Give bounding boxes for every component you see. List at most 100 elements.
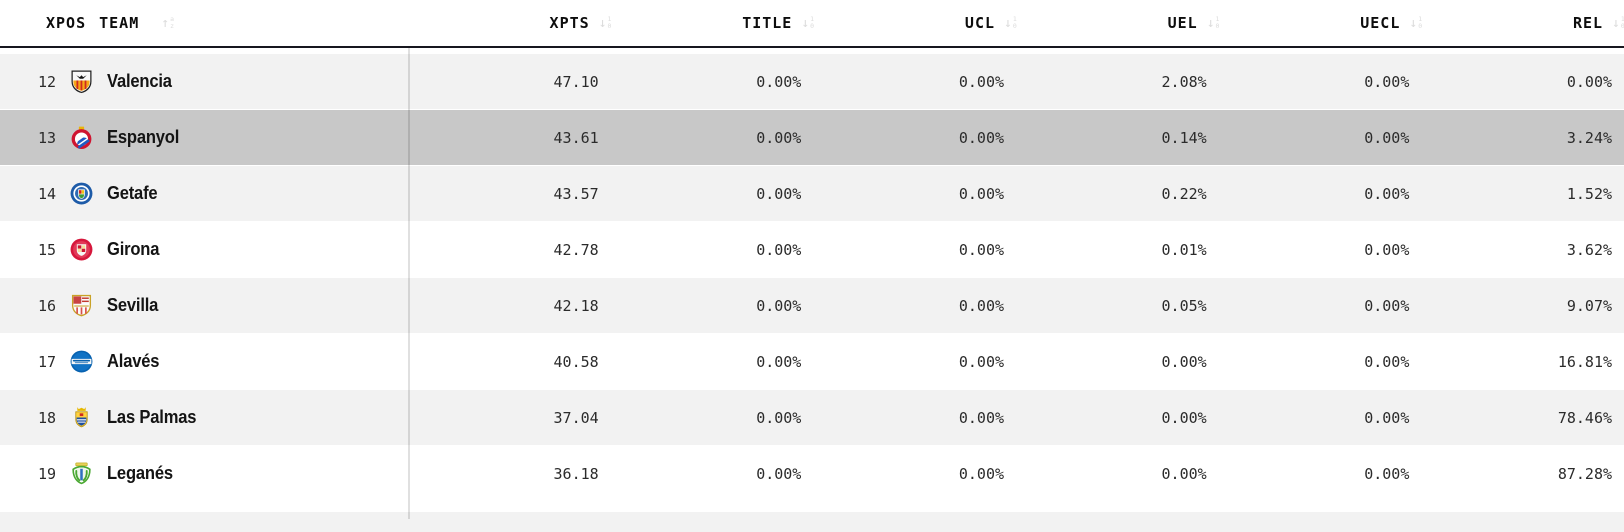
rel-value: 3.62% bbox=[1566, 240, 1613, 259]
team-cell: 15 Girona bbox=[0, 237, 408, 263]
team-name: Getafe bbox=[107, 183, 158, 203]
ucl-value: 0.00% bbox=[958, 408, 1005, 427]
team-name: Alavés bbox=[107, 351, 160, 371]
xpts-value: 42.78 bbox=[553, 240, 599, 259]
team-cell: 19 Leganés bbox=[0, 461, 408, 487]
team-name: Las Palmas bbox=[107, 407, 197, 427]
header-row-gap bbox=[0, 48, 1624, 54]
title-value: 0.00% bbox=[756, 72, 802, 91]
ucl-value: 0.00% bbox=[958, 72, 1005, 91]
uel-value: 0.05% bbox=[1161, 296, 1207, 315]
title-value: 0.00% bbox=[756, 240, 802, 259]
rel-value: 16.81% bbox=[1557, 352, 1613, 371]
uecl-value: 0.00% bbox=[1364, 352, 1410, 371]
uel-value: 2.08% bbox=[1161, 72, 1207, 91]
sevilla-crest-icon bbox=[68, 293, 94, 319]
ucl-value: 0.00% bbox=[958, 240, 1005, 259]
rel-value: 9.07% bbox=[1566, 296, 1613, 315]
title-value: 0.00% bbox=[756, 408, 802, 427]
ucl-value: 0.00% bbox=[958, 128, 1005, 147]
header-label-ucl: UCL bbox=[964, 14, 996, 32]
header-label-uecl: UECL bbox=[1360, 14, 1401, 32]
header-label-uel: UEL bbox=[1167, 14, 1198, 32]
alaves-crest-icon bbox=[68, 349, 94, 375]
uel-value: 0.00% bbox=[1161, 464, 1207, 483]
xpts-value: 43.57 bbox=[553, 184, 599, 203]
uecl-value: 0.00% bbox=[1364, 296, 1410, 315]
team-position: 17 bbox=[38, 352, 57, 371]
header-label-title: TITLE bbox=[742, 14, 793, 32]
uel-value: 0.14% bbox=[1161, 128, 1207, 147]
team-name: Girona bbox=[107, 239, 160, 259]
team-cell: 16 Sevilla bbox=[0, 293, 408, 319]
team-position: 13 bbox=[38, 128, 57, 147]
rel-value: 0.00% bbox=[1566, 72, 1613, 91]
xpts-value: 47.10 bbox=[553, 72, 599, 91]
uel-value: 0.01% bbox=[1161, 240, 1207, 259]
team-cell: 17 Alavés bbox=[0, 349, 408, 375]
header-label-xpos: XPOS bbox=[46, 14, 87, 32]
title-value: 0.00% bbox=[756, 464, 802, 483]
table-row-highlighted[interactable]: 13 Espanyol 43.61 0.00% 0.00% 0.14% 0.00… bbox=[0, 110, 1624, 166]
table-row[interactable]: 15 Girona 42.78 0.00% 0.00% 0.01% 0.00% … bbox=[0, 222, 1624, 278]
team-position: 18 bbox=[38, 408, 57, 427]
team-position: 12 bbox=[38, 72, 57, 91]
team-name: Sevilla bbox=[107, 295, 159, 315]
partial-next-row bbox=[0, 512, 1624, 532]
table-row[interactable]: 12 Valencia 47.10 0.00% 0.00% 2.08% 0.00… bbox=[0, 54, 1624, 110]
rel-value: 3.24% bbox=[1566, 128, 1613, 147]
team-name: Valencia bbox=[107, 71, 172, 91]
team-cell: 12 Valencia bbox=[0, 69, 408, 95]
row-gap bbox=[0, 502, 1624, 512]
team-position: 16 bbox=[38, 296, 57, 315]
header-label-xpts: XPTS bbox=[549, 14, 590, 32]
table-row[interactable]: 19 Leganés 36.18 0.00% 0.00% 0.00% 0.00%… bbox=[0, 446, 1624, 502]
leganes-crest-icon bbox=[68, 461, 94, 487]
xpts-value: 36.18 bbox=[553, 464, 599, 483]
uel-value: 0.00% bbox=[1161, 352, 1207, 371]
ucl-value: 0.00% bbox=[958, 352, 1005, 371]
getafe-crest-icon bbox=[68, 181, 94, 207]
uecl-value: 0.00% bbox=[1364, 240, 1410, 259]
uel-value: 0.00% bbox=[1161, 408, 1207, 427]
team-position: 19 bbox=[38, 464, 57, 483]
uecl-value: 0.00% bbox=[1364, 72, 1410, 91]
xpts-value: 37.04 bbox=[553, 408, 599, 427]
girona-crest-icon bbox=[68, 237, 94, 263]
table-row[interactable]: 14 Getafe 43.57 0.00% 0.00% 0.22% 0.00% … bbox=[0, 166, 1624, 222]
uecl-value: 0.00% bbox=[1364, 464, 1410, 483]
team-position: 15 bbox=[38, 240, 57, 259]
xpts-value: 42.18 bbox=[553, 296, 599, 315]
table-row[interactable]: 18 Las Palmas 37.04 0.00% 0.00% 0.00% 0.… bbox=[0, 390, 1624, 446]
header-label-rel: REL bbox=[1572, 14, 1604, 32]
rel-value: 78.46% bbox=[1557, 408, 1613, 427]
title-value: 0.00% bbox=[756, 128, 802, 147]
title-value: 0.00% bbox=[756, 352, 802, 371]
las-palmas-crest-icon bbox=[68, 405, 94, 431]
team-position: 14 bbox=[38, 184, 57, 203]
espanyol-crest-icon bbox=[68, 125, 94, 151]
team-cell: 18 Las Palmas bbox=[0, 405, 408, 431]
uecl-value: 0.00% bbox=[1364, 408, 1410, 427]
rel-value: 1.52% bbox=[1566, 184, 1613, 203]
table-row[interactable]: 16 Sevilla 42.18 0.00% 0.00% 0.05% 0.00%… bbox=[0, 278, 1624, 334]
team-cell: 13 Espanyol bbox=[0, 125, 408, 151]
uecl-value: 0.00% bbox=[1364, 184, 1410, 203]
xpts-value: 43.61 bbox=[553, 128, 599, 147]
team-name: Leganés bbox=[107, 463, 173, 483]
ucl-value: 0.00% bbox=[958, 464, 1005, 483]
ucl-value: 0.00% bbox=[958, 296, 1005, 315]
table-row[interactable]: 17 Alavés 40.58 0.00% 0.00% 0.00% 0.00% … bbox=[0, 334, 1624, 390]
header-label-team: TEAM bbox=[99, 14, 140, 32]
valencia-crest-icon bbox=[68, 69, 94, 95]
